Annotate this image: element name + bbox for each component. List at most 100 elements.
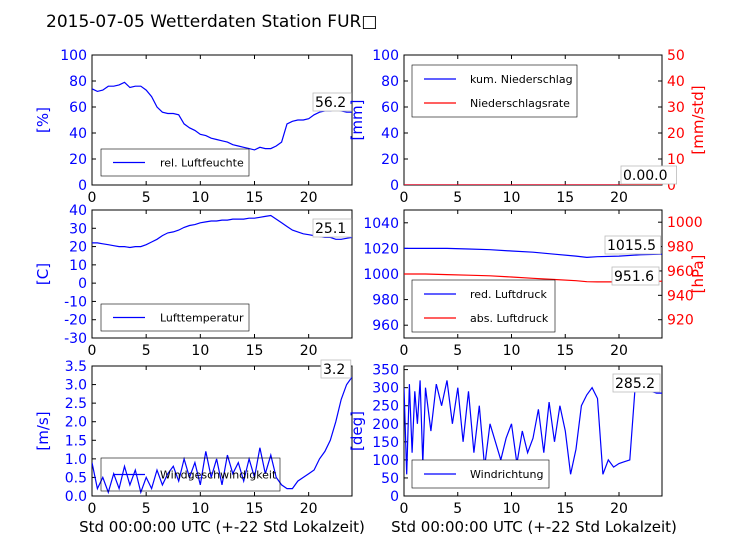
x-tick-label: 20 <box>300 343 318 359</box>
series-line-humidity-0 <box>92 81 352 151</box>
x-tick-label: 10 <box>191 190 209 206</box>
y-axis-label: [mm] <box>348 100 366 141</box>
x-tick-label: 5 <box>453 190 462 206</box>
y-tick-label: 20 <box>69 240 87 256</box>
x-tick-label: 20 <box>300 190 318 206</box>
panel-direction: 0 5 10 15 20050100150200250300350[deg]Windri… <box>348 363 663 517</box>
legend-label: Lufttemperatur <box>160 312 244 325</box>
value-annotation: 56.2 <box>315 95 346 111</box>
x-tick-label: 15 <box>246 343 264 359</box>
panel-wind: 0 5 10 15 20 0.0 0.5 1.0 1.5 2.0 2.5 3.0 3.5 [m/s] Win… <box>34 359 353 517</box>
x-axis-label-left: Std 00:00:00 UTC (+-22 Std Lokalzeit) <box>79 518 365 536</box>
value-annotation: 0.00.0 <box>623 168 668 184</box>
x-tick-label: 10 <box>191 343 209 359</box>
y2-tick-label: 960 <box>667 264 694 280</box>
x-tick-label: 0 <box>88 343 97 359</box>
y-tick-label: 2.5 <box>65 396 87 412</box>
value-annotation: 3.2 <box>323 362 345 378</box>
y-tick-label: 50 <box>381 471 399 487</box>
y2-tick-label: 30 <box>667 100 685 116</box>
y2-tick-label: 980 <box>667 240 694 256</box>
y-tick-label: 0.5 <box>65 470 87 486</box>
y-tick-label: 3.5 <box>65 359 87 375</box>
annotation-box <box>320 359 352 379</box>
x-tick-label: 20 <box>610 343 628 359</box>
x-axis-label-right: Std 00:00:00 UTC (+-22 Std Lokalzeit) <box>391 518 677 536</box>
annotation-box <box>620 165 677 185</box>
y-tick-label: 0 <box>390 489 399 505</box>
y-axis-label: [deg] <box>348 411 366 451</box>
y2-axis-label: [mm/std] <box>689 85 707 154</box>
x-tick-label: 5 <box>142 343 151 359</box>
y2-tick-label: 940 <box>667 288 694 304</box>
y-tick-label: 300 <box>372 381 399 397</box>
y-tick-label: 60 <box>381 100 399 116</box>
annotation-box <box>312 218 352 238</box>
x-tick-label: 0 <box>400 190 409 206</box>
panel-temperature: 0 5 10 15 20 -30 -20 -10 0 10 20 30 40 [C] Lufttempera… <box>34 203 353 359</box>
y-tick-label: 1020 <box>363 241 399 257</box>
value-annotation: 285.2 <box>615 376 655 392</box>
y2-tick-label: 40 <box>667 74 685 90</box>
y-tick-label: 2.0 <box>65 415 87 431</box>
y-tick-label: -30 <box>64 331 87 347</box>
x-tick-label: 0 <box>88 501 97 517</box>
x-tick-label: 20 <box>300 501 318 517</box>
legend-box <box>411 64 578 118</box>
x-tick-label: 15 <box>556 343 574 359</box>
panel-humidity: 0 5 10 15 20 0 20 40 60 80 100 [%] rel. Luftfeuchte 5… <box>34 48 353 206</box>
legend-label: rel. Luftfeuchte <box>160 157 244 170</box>
x-tick-label: 5 <box>142 190 151 206</box>
x-tick-label: 10 <box>191 501 209 517</box>
series-line-direction-0 <box>404 380 662 475</box>
x-tick-label: 15 <box>246 501 264 517</box>
y-tick-label: 350 <box>372 363 399 379</box>
y-tick-label: 40 <box>69 203 87 219</box>
series-line-pressure-0 <box>404 247 662 259</box>
legend-box <box>100 457 281 492</box>
panel-precip: 0 5 10 15 20 0 20 40 60 80 100 0 10 20 30 40 50 [mm] [mm/s… <box>348 48 707 206</box>
y-tick-label: 100 <box>372 453 399 469</box>
y-tick-label: 0 <box>78 178 87 194</box>
legend-box <box>411 279 556 333</box>
y-tick-label: -20 <box>64 313 87 329</box>
y2-tick-label: 20 <box>667 126 685 142</box>
figure-title: 2015-07-05 Wetterdaten Station FUR□ <box>46 12 377 32</box>
y2-tick-label: 0 <box>667 178 676 194</box>
y-axis-label: [m/s] <box>34 411 52 450</box>
y-tick-label: 960 <box>372 318 399 334</box>
y-tick-label: 80 <box>69 74 87 90</box>
y-axis-label: [%] <box>34 107 52 133</box>
value-annotation: 951.6 <box>614 269 654 285</box>
y-tick-label: 250 <box>372 399 399 415</box>
x-tick-label: 5 <box>453 501 462 517</box>
y-tick-label: 3.0 <box>65 378 87 394</box>
y-axis-label: [C] <box>34 263 52 285</box>
y2-tick-label: 10 <box>667 152 685 168</box>
y-tick-label: 0 <box>78 276 87 292</box>
y-tick-label: 100 <box>60 48 87 64</box>
y-tick-label: 1.0 <box>65 452 87 468</box>
y-tick-label: 200 <box>372 417 399 433</box>
legend-label: Windrichtung <box>470 468 543 481</box>
x-tick-label: 20 <box>610 190 628 206</box>
y-tick-label: 20 <box>381 152 399 168</box>
x-tick-label: 10 <box>503 501 521 517</box>
y-tick-label: 0.0 <box>65 489 87 505</box>
y2-tick-label: 50 <box>667 48 685 64</box>
series-line-temperature-0 <box>92 214 352 249</box>
legend-label: Windgeschwindigkeit <box>160 469 277 482</box>
legend-label: abs. Luftdruck <box>470 312 549 325</box>
y-tick-label: 60 <box>69 100 87 116</box>
panel-pressure: 0 5 10 15 20 960 980 1000 1020 1040 920 940 960 980 10… <box>363 209 707 359</box>
y-tick-label: 1.5 <box>65 433 87 449</box>
x-tick-label: 0 <box>400 343 409 359</box>
x-tick-label: 10 <box>503 343 521 359</box>
y-tick-label: -10 <box>64 294 87 310</box>
x-tick-label: 15 <box>246 190 264 206</box>
x-tick-label: 5 <box>453 343 462 359</box>
annotation-box <box>612 373 661 393</box>
y2-tick-label: 920 <box>667 313 694 329</box>
y-tick-label: 40 <box>381 126 399 142</box>
